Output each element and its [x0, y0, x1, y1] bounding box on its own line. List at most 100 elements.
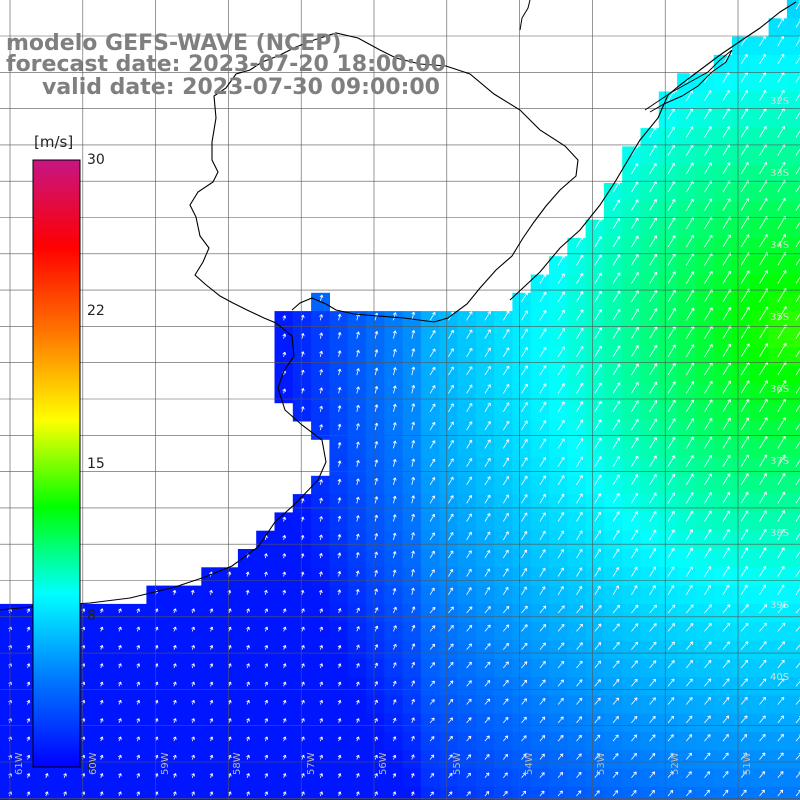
- wind-cell: [658, 256, 678, 276]
- wind-arrow: [649, 126, 657, 138]
- wind-cell: [347, 622, 367, 642]
- wind-arrow: [337, 423, 342, 431]
- wind-arrow: [448, 348, 454, 358]
- wind-arrow: [631, 623, 639, 632]
- wind-cell: [768, 512, 788, 532]
- wind-arrow: [521, 346, 528, 358]
- wind-cell: [494, 713, 513, 733]
- wind-arrow: [448, 550, 454, 559]
- wind-cell: [420, 713, 440, 733]
- wind-arrow: [685, 547, 693, 559]
- wind-arrow: [557, 734, 564, 742]
- wind-cell: [402, 366, 422, 385]
- wind-arrow: [539, 383, 547, 394]
- wind-arrow: [282, 773, 287, 778]
- wind-arrow: [429, 366, 436, 376]
- wind-cell: [640, 603, 660, 623]
- wind-cell: [695, 366, 715, 385]
- wind-cell: [91, 640, 111, 660]
- wind-arrow: [191, 663, 195, 669]
- wind-cell: [567, 274, 587, 294]
- wind-cell: [622, 457, 642, 477]
- wind-arrow: [301, 699, 305, 705]
- wind-arrow: [740, 789, 747, 797]
- wind-arrow: [136, 663, 140, 669]
- wind-cell: [750, 622, 770, 642]
- wind-arrow: [740, 473, 749, 486]
- wind-cell: [256, 713, 276, 733]
- wind-arrow: [264, 791, 269, 797]
- wind-cell: [91, 658, 111, 678]
- wind-arrow: [264, 681, 269, 687]
- wind-arrow: [539, 420, 547, 431]
- wind-arrow: [722, 734, 729, 742]
- wind-cell: [585, 402, 605, 422]
- wind-cell: [366, 366, 385, 385]
- wind-arrow: [466, 494, 472, 504]
- wind-cell: [274, 549, 294, 568]
- wind-cell: [457, 567, 477, 587]
- wind-arrow: [246, 754, 250, 760]
- wind-cell: [475, 677, 495, 696]
- wind-arrow: [777, 454, 786, 467]
- title-valid-date: valid date: 2023-07-30 09:00:00: [42, 75, 440, 100]
- wind-arrow: [209, 791, 214, 797]
- wind-cell: [677, 603, 696, 623]
- wind-cell: [695, 567, 715, 587]
- wind-cell: [750, 219, 770, 239]
- wind-arrow: [759, 734, 766, 742]
- wind-cell: [640, 420, 660, 440]
- wind-cell: [603, 311, 623, 330]
- wind-arrow: [759, 510, 767, 522]
- wind-arrow: [410, 772, 415, 778]
- wind-cell: [622, 585, 642, 605]
- wind-cell: [640, 164, 660, 184]
- wind-cell: [512, 585, 532, 605]
- wind-cell: [292, 366, 312, 385]
- wind-cell: [512, 494, 532, 513]
- wind-cell: [732, 183, 751, 202]
- wind-arrow: [429, 699, 435, 705]
- wind-arrow: [631, 455, 639, 467]
- wind-cell: [475, 786, 495, 800]
- wind-cell: [732, 439, 751, 459]
- wind-cell: [677, 494, 696, 513]
- wind-arrow: [649, 400, 657, 413]
- wind-arrow: [466, 698, 472, 705]
- wind-cell: [732, 274, 751, 294]
- wind-cell: [677, 512, 696, 532]
- wind-arrow: [502, 420, 510, 431]
- wind-cell: [512, 677, 532, 696]
- wind-cell: [567, 786, 587, 800]
- wind-arrow: [172, 644, 177, 650]
- wind-arrow: [557, 549, 564, 559]
- wind-cell: [91, 677, 111, 696]
- wind-arrow: [740, 53, 748, 65]
- wind-arrow: [355, 552, 360, 559]
- wind-arrow: [502, 494, 509, 504]
- wind-cell: [384, 658, 404, 678]
- wind-cell: [512, 512, 532, 532]
- wind-arrow: [26, 644, 31, 650]
- wind-arrow: [667, 455, 676, 467]
- wind-arrow: [704, 454, 712, 467]
- wind-cell: [658, 457, 678, 477]
- wind-cell: [732, 237, 751, 257]
- wind-cell: [768, 549, 788, 568]
- wind-arrow: [118, 608, 122, 614]
- wind-arrow: [722, 90, 730, 101]
- wind-arrow: [539, 624, 547, 632]
- wind-arrow: [448, 643, 454, 650]
- wind-cell: [603, 457, 623, 477]
- wind-arrow: [722, 566, 730, 577]
- wind-cell: [658, 603, 678, 623]
- wind-arrow: [466, 531, 472, 541]
- wind-cell: [658, 713, 678, 733]
- wind-arrow: [594, 642, 602, 650]
- wind-arrow: [594, 753, 601, 760]
- wind-cell: [274, 786, 294, 800]
- wind-cell: [329, 677, 349, 696]
- wind-cell: [128, 695, 147, 715]
- wind-cell: [183, 786, 202, 800]
- wind-arrow: [99, 754, 104, 760]
